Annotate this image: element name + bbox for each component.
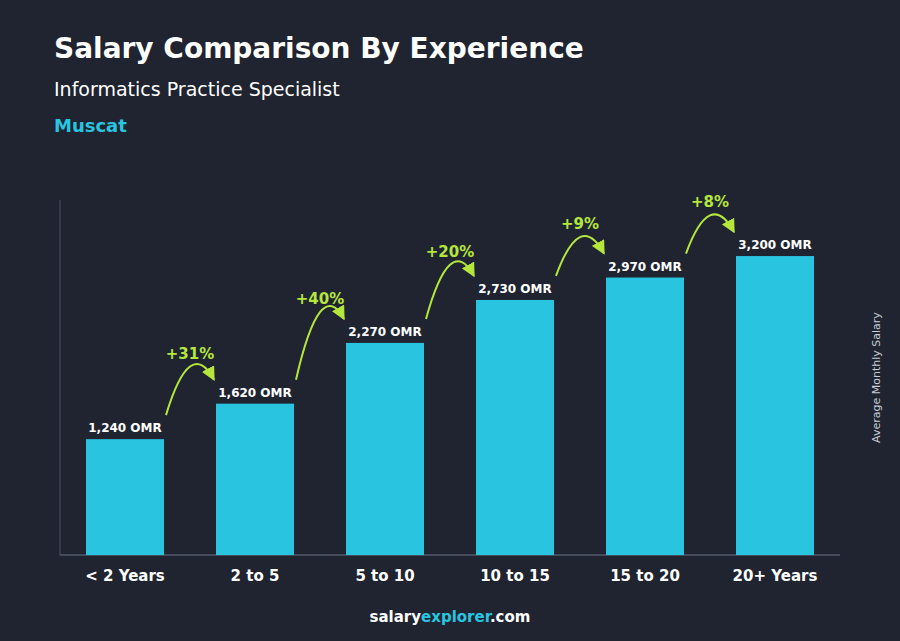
title: Salary Comparison By Experience: [54, 32, 584, 65]
subtitle: Informatics Practice Specialist: [54, 78, 340, 100]
footer-part: explorer: [421, 608, 493, 626]
bars: [86, 256, 814, 555]
footer-part: .com: [490, 608, 531, 626]
change-arrow: [556, 236, 604, 276]
data-label: 2,270 OMR: [348, 325, 422, 339]
data-label: 3,200 OMR: [738, 238, 812, 252]
x-tick-label: 15 to 20: [610, 567, 680, 585]
change-label: +20%: [426, 243, 474, 261]
change-label: +40%: [296, 290, 344, 308]
x-tick-label: 10 to 15: [480, 567, 550, 585]
x-tick-label: < 2 Years: [85, 567, 165, 585]
data-label: 1,620 OMR: [218, 386, 292, 400]
change-arrow: [296, 306, 344, 380]
footer: salaryexplorer.com: [370, 608, 531, 626]
x-tick-label: 5 to 10: [355, 567, 414, 585]
x-tick-label: 2 to 5: [231, 567, 280, 585]
bar: [86, 439, 164, 555]
chart: Salary Comparison By Experience Informati…: [0, 0, 900, 641]
x-axis-line: [60, 555, 840, 556]
data-label: 1,240 OMR: [88, 421, 162, 435]
bar: [346, 343, 424, 555]
city: Muscat: [54, 115, 127, 136]
bar: [606, 278, 684, 555]
change-arrow: [686, 214, 734, 253]
chart-container: Salary Comparison By Experience Informati…: [0, 0, 900, 641]
x-tick-label: 20+ Years: [733, 567, 818, 585]
change-arrow: [426, 261, 474, 319]
bar: [216, 404, 294, 555]
data-label: 2,970 OMR: [608, 260, 682, 274]
bar: [736, 256, 814, 555]
background: [0, 0, 900, 641]
footer-part: salary: [370, 608, 422, 626]
change-label: +9%: [561, 215, 599, 233]
y-axis-label: Average Monthly Salary: [870, 312, 883, 443]
change-arrow: [166, 364, 214, 415]
bar: [476, 300, 554, 555]
change-label: +31%: [166, 345, 214, 363]
data-label: 2,730 OMR: [478, 282, 552, 296]
change-label: +8%: [691, 193, 729, 211]
page: {"chart_data": {"type": "bar", "title": …: [0, 0, 900, 641]
y-axis-line: [60, 200, 61, 555]
